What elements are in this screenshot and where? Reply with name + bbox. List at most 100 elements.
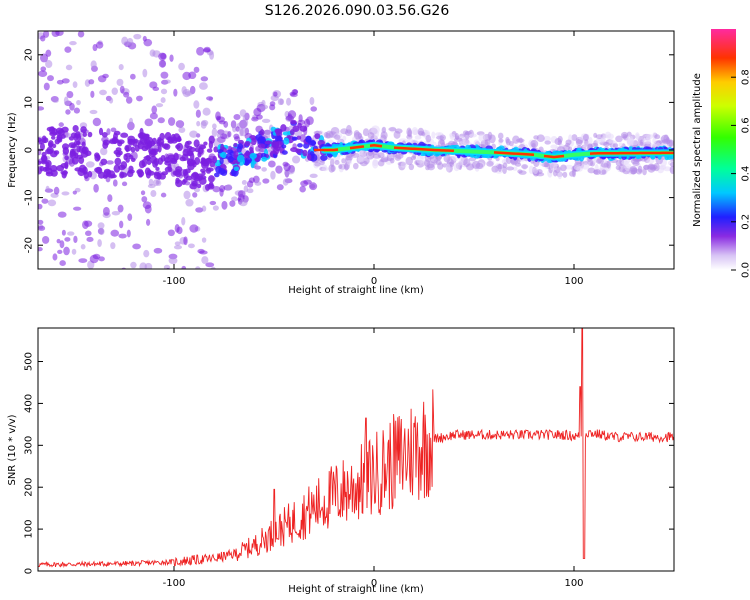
spectrogram-noise-blob	[275, 165, 283, 174]
spectrogram-noise-blob	[254, 181, 262, 186]
spectrogram-ridge-peak	[493, 151, 535, 157]
spectrogram-noise-blob	[253, 107, 262, 117]
spectrogram-noise-blob	[314, 162, 321, 167]
spectrogram-noise-blob	[202, 48, 211, 53]
spectrogram-noise-blob	[167, 117, 176, 126]
spectrogram-noise-blob	[92, 43, 98, 52]
snr-xtick-label: 0	[371, 578, 377, 589]
spectrogram-noise-blob	[521, 164, 529, 169]
spectrogram-noise-blob	[421, 131, 426, 136]
spectrogram-ridge-blob	[130, 146, 136, 153]
colorbar-gradient	[711, 29, 736, 270]
spectrogram-ridge-blob	[80, 126, 87, 133]
spectrogram-noise-blob	[65, 64, 73, 71]
colorbar-tick-label: 0.8	[741, 69, 750, 85]
spectrogram-ytick-label: -10	[24, 189, 35, 205]
spectrogram-noise-blob	[536, 134, 545, 143]
spectrogram-ridge-blob	[215, 166, 222, 174]
colorbar-ticks: 0.0 0.2 0.4 0.6 0.8	[731, 69, 750, 278]
spectrogram-ytick-label: 20	[24, 48, 35, 61]
spectrogram-noise-blob	[38, 225, 46, 231]
spectrogram-ridge-blob	[138, 160, 146, 169]
spectrogram-ridge-blob	[305, 135, 312, 143]
spectrogram-noise-blob	[371, 125, 380, 135]
spectrogram-noise-blob	[90, 60, 97, 69]
spectrogram-ridge-blob	[220, 151, 227, 159]
spectrogram-ridge-blob	[82, 166, 88, 175]
spectrogram-noise-blob	[106, 128, 111, 136]
spectrogram-noise-blob	[549, 162, 558, 171]
spectrogram-noise-blob	[506, 166, 515, 171]
spectrogram-ridge-blob	[213, 146, 219, 153]
spectrogram-noise-blob	[587, 167, 596, 174]
spectrogram-noise-blob	[372, 159, 379, 169]
spectrogram-ridge-blob	[291, 136, 298, 141]
spectrogram-noise-blob	[72, 206, 82, 211]
spectrogram-noise-blob	[606, 160, 611, 169]
spectrogram-noise-blob	[85, 161, 95, 168]
spectrogram-ridge-blob	[128, 139, 133, 145]
spectrogram-noise-blob	[141, 196, 148, 203]
spectrogram-noise-blob	[38, 203, 43, 210]
spectrogram-noise-blob	[200, 120, 207, 129]
spectrogram-noise-blob	[52, 253, 58, 261]
spectrogram-ridge-blob	[76, 154, 83, 160]
spectrogram-noise-blob	[56, 79, 64, 85]
spectrogram-noise-blob	[601, 169, 607, 175]
spectrogram-ridge-blob	[181, 179, 186, 185]
spectrogram-ridge-blob	[111, 137, 120, 144]
spectrogram-noise-blob	[410, 155, 417, 161]
spectrogram-noise-blob	[435, 135, 445, 140]
spectrogram-noise-blob	[116, 78, 124, 87]
spectrogram-noise-blob	[45, 60, 53, 69]
spectrogram-noise-blob	[367, 132, 375, 139]
spectrogram-noise-blob	[106, 160, 114, 165]
spectrogram-noise-blob	[468, 133, 477, 138]
spectrogram-noise-blob	[97, 239, 102, 248]
spectrogram-ridge-blob	[292, 125, 300, 133]
snr-ticks: -100 0 100 0 100 200 300 400 500	[24, 328, 674, 589]
colorbar-label: Normalized spectral amplitude	[692, 73, 703, 227]
spectrogram-ridge-peak	[589, 151, 674, 155]
spectrogram-ridge-blob	[309, 153, 318, 162]
spectrogram-noise-blob	[110, 229, 120, 237]
spectrogram-ridge-blob	[119, 172, 128, 178]
spectrogram-noise-blob	[123, 91, 130, 98]
spectrogram-noise-blob	[169, 54, 174, 62]
spectrogram-ridge-blob	[275, 128, 283, 135]
spectrogram-noise-blob	[393, 130, 401, 139]
spectrogram-noise-blob	[309, 173, 318, 179]
spectrogram-noise-blob	[99, 89, 107, 96]
spectrogram-noise-blob	[192, 192, 198, 198]
spectrogram-ridge-peak	[349, 145, 365, 150]
spectrogram-noise-blob	[377, 152, 385, 159]
spectrogram-noise-blob	[127, 121, 135, 131]
spectrogram-noise-blob	[69, 40, 77, 46]
spectrogram-noise-blob	[239, 127, 244, 137]
spectrogram-noise-blob	[338, 164, 343, 170]
spectrogram-noise-blob	[202, 107, 211, 116]
spectrogram-noise-blob	[158, 52, 167, 61]
snr-ytick-label: 0	[24, 568, 35, 574]
snr-ytick-label: 100	[24, 520, 35, 539]
spectrogram-noise-blob	[550, 144, 558, 149]
spectrogram-noise-blob	[160, 88, 168, 95]
spectrogram-noise-blob	[346, 124, 352, 134]
spectrogram-noise-blob	[262, 178, 270, 184]
spectrogram-noise-blob	[84, 220, 93, 227]
spectrogram-noise-blob	[112, 179, 118, 187]
spectrogram-ridge-blob	[182, 148, 190, 157]
spectrogram-noise-blob	[475, 162, 484, 170]
spectrogram-ridge-blob	[95, 166, 103, 175]
spectrogram-noise-blob	[615, 135, 623, 143]
spectrogram-ridge-blob	[70, 143, 78, 149]
spectrogram-ridge-blob	[297, 143, 303, 148]
spectrogram-ridge-blob	[100, 158, 108, 166]
spectrogram-ridge-blob	[281, 150, 288, 155]
spectrogram-noise-blob	[323, 131, 329, 138]
spectrogram-noise-blob	[126, 229, 131, 238]
spectrogram-noise-blob	[125, 96, 133, 104]
snr-ytick-label: 200	[24, 478, 35, 497]
